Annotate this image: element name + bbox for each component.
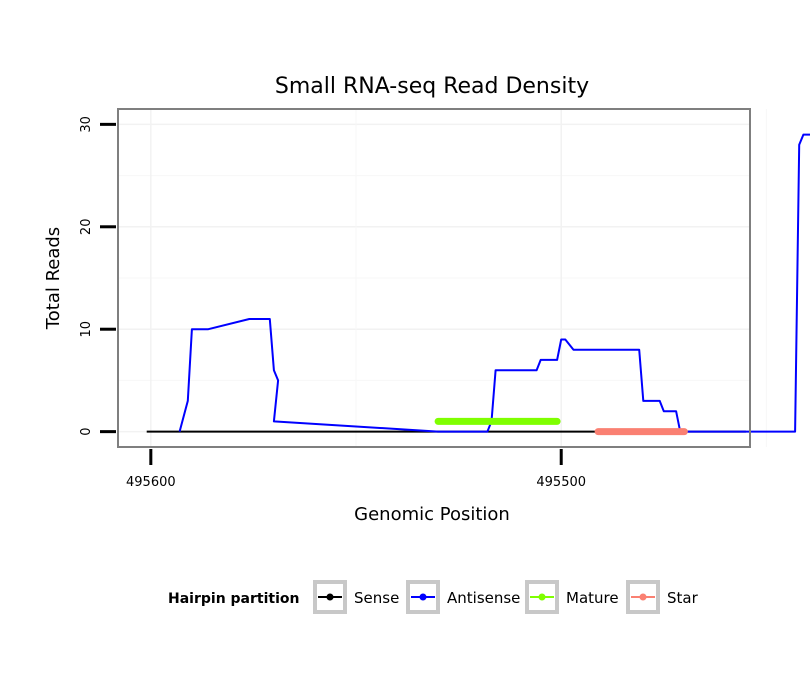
legend-key-dot [419, 593, 427, 601]
y-axis-title: Total Reads [43, 227, 64, 330]
legend-entry-antisense: Antisense [406, 580, 520, 614]
legend-title: Hairpin partition [168, 591, 299, 607]
plot-area [117, 108, 810, 448]
legend-label: Mature [566, 589, 619, 607]
y-tick-label-20: 20 [79, 219, 94, 236]
legend-label: Sense [354, 589, 399, 607]
partition-segments [434, 417, 688, 436]
x-axis-title: Genomic Position [354, 504, 510, 525]
series-line-antisense [178, 133, 810, 433]
chart-title: Small RNA-seq Read Density [275, 74, 589, 99]
legend-key-dot [639, 593, 647, 601]
legend-label: Antisense [447, 589, 520, 607]
legend-entries: Sense Antisense Mature Star [313, 580, 699, 614]
legend-entry-mature: Mature [525, 580, 619, 614]
x-tick-label-495600: 495600 [126, 475, 176, 490]
legend-key-dot [326, 593, 334, 601]
y-tick-label-0: 0 [79, 427, 94, 435]
grid-lines [118, 109, 767, 447]
legend-label: Star [667, 589, 699, 607]
y-axis: 0 10 20 30 [79, 116, 116, 436]
x-axis: 495600495500495400 [126, 449, 586, 490]
plot-border [117, 108, 751, 448]
x-tick-label-495500: 495500 [536, 475, 586, 490]
legend: Hairpin partition Sense Antisense Mature St… [168, 580, 699, 614]
legend-key-dot [538, 593, 546, 601]
y-tick-label-30: 30 [79, 116, 94, 133]
legend-entry-star: Star [626, 580, 699, 614]
legend-entry-sense: Sense [313, 580, 399, 614]
y-tick-label-10: 10 [79, 321, 94, 338]
